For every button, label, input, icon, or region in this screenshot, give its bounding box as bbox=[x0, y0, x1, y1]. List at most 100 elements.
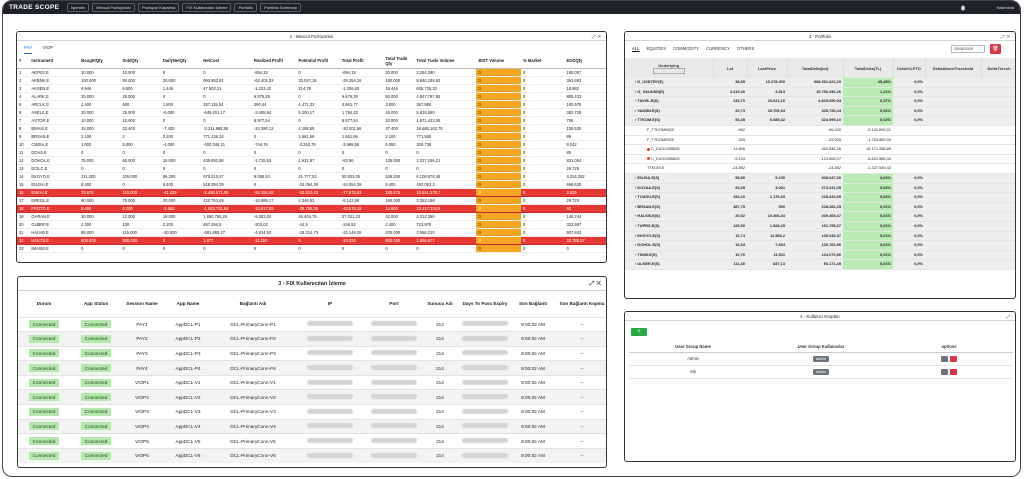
portfolio-row[interactable]: F_TTKOM0925 -300 -33.000 -1.763.850,00 bbox=[625, 135, 1015, 146]
tab-pay[interactable]: PAY bbox=[24, 45, 33, 54]
portfolio-row[interactable]: › TAVHL.E(S) 233,70 20.621,16 4.819.090,94 0… bbox=[625, 96, 1015, 107]
chevron-right-icon[interactable]: › bbox=[635, 194, 638, 200]
column-header[interactable]: BIST Volume bbox=[476, 54, 521, 69]
column-header[interactable]: DeltaThresh bbox=[981, 58, 1015, 78]
tab-others[interactable]: OTHERS bbox=[736, 46, 755, 51]
delete-icon[interactable] bbox=[950, 368, 957, 375]
session-row[interactable]: Connected Connected PAY3 AppDCL-P3 DCL-Prima… bbox=[18, 345, 606, 361]
expand-icon[interactable]: ⤢ bbox=[591, 34, 598, 39]
chevron-right-icon[interactable]: › bbox=[635, 232, 638, 238]
column-header[interactable]: App Status bbox=[83, 301, 109, 307]
tab-all[interactable]: ALL bbox=[632, 46, 640, 51]
session-row[interactable]: Connected Connected VIOP3 AppDCL-V3 DCL-Prim… bbox=[18, 404, 606, 420]
column-header[interactable]: Son Bağlantı bbox=[518, 301, 548, 307]
column-header[interactable]: Instrument bbox=[29, 54, 80, 69]
date-picker[interactable]: 23/08/2025 bbox=[951, 45, 985, 53]
portfolio-row[interactable]: C_KUG2005625 11.866 283.846,26 15.171.288,8… bbox=[625, 144, 1015, 155]
column-header[interactable]: LastPrice bbox=[747, 58, 788, 78]
session-row[interactable]: Connected Connected PAY2 AppDCL-P2 DCL-Prima… bbox=[18, 331, 606, 347]
portfolio-row[interactable]: › TTKOM.E(S) 53,45 6.085,32 324.999,10 0,02%… bbox=[625, 115, 1015, 126]
portfolio-row[interactable]: TTKOM.E -24.852 -24.852 -1.327.649,42 bbox=[625, 163, 1015, 174]
column-header[interactable]: Delta%LPTD bbox=[893, 58, 926, 78]
user-menu[interactable]: Hakimiola bbox=[996, 5, 1014, 10]
table-row[interactable]: 20 GUBRF.E 2.300 100 2.200 657.294,5 -202,02 -4… bbox=[17, 220, 606, 229]
expand-icon[interactable]: ⤢ bbox=[589, 281, 597, 287]
session-row[interactable]: Connected Connected VIOP5 AppDCL-V5 DCL-Prim… bbox=[18, 433, 606, 449]
session-row[interactable]: Connected Connected VIOP2 AppDCL-V2 DCL-Prim… bbox=[18, 389, 606, 405]
expand-icon[interactable]: ⤢ bbox=[1000, 34, 1007, 39]
chevron-right-icon[interactable]: › bbox=[635, 251, 638, 257]
session-row[interactable]: Connected Connected VIOP4 AppDCL-V4 DCL-Prim… bbox=[18, 418, 606, 434]
column-header[interactable]: Days To Pass Expiry bbox=[462, 301, 508, 307]
column-header[interactable]: Sunucu Adı bbox=[427, 301, 453, 307]
table-row[interactable]: 7 ASTOR.E 10.000 10.000 0 0 8.977,54 0 8.977,54 2… bbox=[17, 116, 606, 125]
chevron-right-icon[interactable]: › bbox=[635, 261, 638, 267]
table-row[interactable]: 15 ENJSA.E 8.400 0 8.400 518.394,39 0 -24.054,3… bbox=[17, 180, 606, 189]
chevron-right-icon[interactable]: › bbox=[635, 242, 638, 248]
table-row[interactable]: 22 HEKTS.E 600.000 600.000 0 1.677 -11.300 0 -10… bbox=[17, 236, 606, 245]
table-row[interactable]: 23 IMASM.E 0 0 0 0 0 0 0 0 0 0 0 0 bbox=[17, 244, 606, 253]
column-header[interactable]: Bağlantı Adı bbox=[239, 301, 267, 307]
portfolio-row[interactable]: › D_USDTRY(E) 38,55 15.278.000 668.961.622,… bbox=[625, 78, 1015, 88]
portfolio-row[interactable]: › TSKB.E(S) 10,76 11.531 124.073,56 0,01% 0,0… bbox=[625, 250, 1015, 261]
column-header[interactable]: TotalDelta(TL) bbox=[843, 58, 894, 78]
column-header[interactable]: Total Profit bbox=[339, 54, 384, 69]
session-row[interactable]: Connected Connected VIOP1 AppDCL-V1 DCL-Prim… bbox=[18, 374, 606, 390]
chevron-right-icon[interactable]: › bbox=[635, 117, 638, 123]
column-header[interactable]: DeltaAlarmThreshold bbox=[925, 58, 982, 78]
table-row[interactable]: 4 ALARK.E 25.000 25.000 0 0 9.876,39 0 9.876,39 5… bbox=[17, 92, 606, 101]
nav-button[interactable]: İşlemler bbox=[67, 3, 90, 12]
table-row[interactable]: 8 BIMAS.E 15.000 22.400 -7.400 -3.311.988,55-… bbox=[17, 124, 606, 133]
chevron-right-icon[interactable]: › bbox=[635, 174, 638, 180]
chevron-right-icon[interactable]: › bbox=[635, 79, 638, 84]
bell-icon[interactable] bbox=[960, 5, 966, 11]
column-header[interactable]: BoughtQty bbox=[79, 54, 121, 69]
column-header[interactable]: Durum bbox=[36, 301, 52, 307]
chevron-right-icon[interactable]: › bbox=[635, 213, 638, 219]
table-row[interactable]: 6 ASELS.E 20.000 25.000 -5.000 -649.201,17 -3.… bbox=[17, 108, 606, 117]
table-row[interactable]: 19 GARAN.E 30.000 12.000 18.000 1.650.765,25-… bbox=[17, 212, 606, 221]
table-row[interactable]: 12 DOHOL.E 75.000 60.000 15.000 435.691,86 -1.… bbox=[17, 156, 606, 165]
column-header[interactable]: Realized Profit bbox=[251, 54, 297, 69]
portfolio-row[interactable]: C_KUG2006825 -9.193 -123.808,07 -6.622.866,… bbox=[625, 154, 1015, 165]
nav-button[interactable]: Mevcut Pozisyonlar bbox=[92, 3, 135, 12]
close-icon[interactable]: ✕ bbox=[1006, 34, 1012, 39]
close-icon[interactable]: ✕ bbox=[597, 34, 603, 39]
column-header[interactable]: # bbox=[17, 54, 30, 69]
table-row[interactable]: 3 AKSEN.E 9.946 8.500 1.446 47.503,21 -1.223,4… bbox=[17, 84, 606, 93]
table-row[interactable]: 17 EREGL.E 90.000 70.000 20.000 420.753,49 -10… bbox=[17, 196, 606, 205]
table-row[interactable]: 18 FROTO.E 8.400 6.200 -1.650 -1.593.731,84 -1… bbox=[17, 204, 606, 213]
close-icon[interactable]: ✕ bbox=[596, 281, 603, 287]
edit-icon[interactable] bbox=[941, 355, 948, 362]
table-row[interactable]: 5 ARCLK.E 2.400 600 1.800 287.115,04 390,44 4.4… bbox=[17, 100, 606, 109]
column-header[interactable]: SoldQty bbox=[120, 54, 161, 69]
nav-button[interactable]: Portfolio bbox=[234, 3, 258, 12]
table-row[interactable]: 10 CIMSA.E 1.000 5.000 -4.000 -200.346,21 -744… bbox=[17, 140, 606, 149]
nav-button[interactable]: FIX Kullanıcıları İzleme bbox=[182, 3, 232, 12]
column-header[interactable]: NetCost bbox=[201, 54, 252, 69]
delete-icon[interactable] bbox=[950, 355, 957, 362]
group-row[interactable]: Admin admin bbox=[629, 352, 1013, 366]
portfolio-row[interactable]: › EKGYO.E(S) 11,74 11.586,2 136.045,37 0,01%… bbox=[625, 231, 1015, 242]
portfolio-row[interactable]: › VAKBN.E(S) 20,73 15.705,34 325.726,44 0,02… bbox=[625, 106, 1015, 117]
column-header[interactable]: DailyNetQty bbox=[160, 54, 202, 69]
portfolio-row[interactable]: › G_XAUUSD(E) 3.415,40 4.813 15.750.346,26 1… bbox=[625, 87, 1015, 98]
add-group-button[interactable]: + bbox=[631, 328, 647, 336]
column-header[interactable]: Lot bbox=[713, 58, 748, 78]
table-row[interactable]: 16 ENKAI.E 70.676 110.000 -41.429 -2.490.571,… bbox=[17, 188, 606, 197]
portfolio-row[interactable]: › HALKB.E(S) 20,52 10.306,34 209.465,47 0,01… bbox=[625, 211, 1015, 222]
group-row[interactable]: risk admin bbox=[629, 365, 1013, 379]
column-header[interactable]: Port bbox=[389, 301, 399, 307]
nav-button[interactable]: Pozisyon Kapatma bbox=[137, 3, 180, 12]
chevron-right-icon[interactable]: › bbox=[635, 107, 638, 113]
portfolio-row[interactable]: › BRSAN.E(S) 387,75 590 228.282,25 0,01% 0,0% bbox=[625, 202, 1015, 213]
portfolio-row[interactable]: › TUPRS.E(S) 125,50 1.528,25 191.795,37 0,01… bbox=[625, 221, 1015, 232]
column-header[interactable]: IP bbox=[327, 301, 333, 307]
chevron-right-icon[interactable]: › bbox=[635, 222, 638, 228]
chevron-right-icon[interactable]: › bbox=[635, 98, 638, 104]
session-row[interactable]: Connected Connected VIOP6 AppDCL-V6 DCL-Prim… bbox=[18, 447, 606, 463]
column-header[interactable]: EODQty bbox=[564, 54, 606, 69]
table-row[interactable]: 1 AEFES.E 10.000 10.000 0 0 -894,15 0 -894,15 20.… bbox=[17, 68, 606, 77]
column-header[interactable]: App Name bbox=[176, 301, 200, 307]
table-row[interactable]: 21 HALKB.E 85.000 115.000 -30.000 -591.885,27… bbox=[17, 228, 606, 237]
